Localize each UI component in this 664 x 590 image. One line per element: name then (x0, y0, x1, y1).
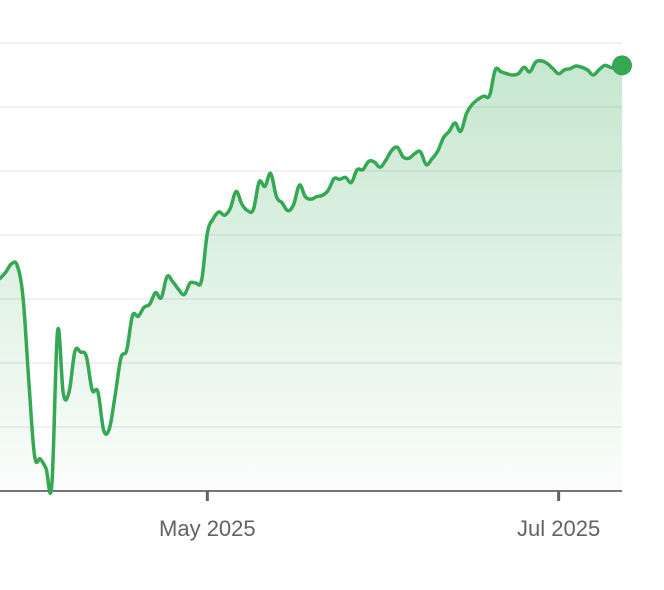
series-line (0, 58, 624, 495)
last-value-dot (612, 55, 632, 76)
x-tick-label-1: Jul 2025 (517, 516, 600, 541)
x-axis-ticks: May 2025 Jul 2025 (159, 491, 600, 541)
x-tick-label-0: May 2025 (159, 516, 256, 541)
series-area-fill (0, 60, 622, 494)
